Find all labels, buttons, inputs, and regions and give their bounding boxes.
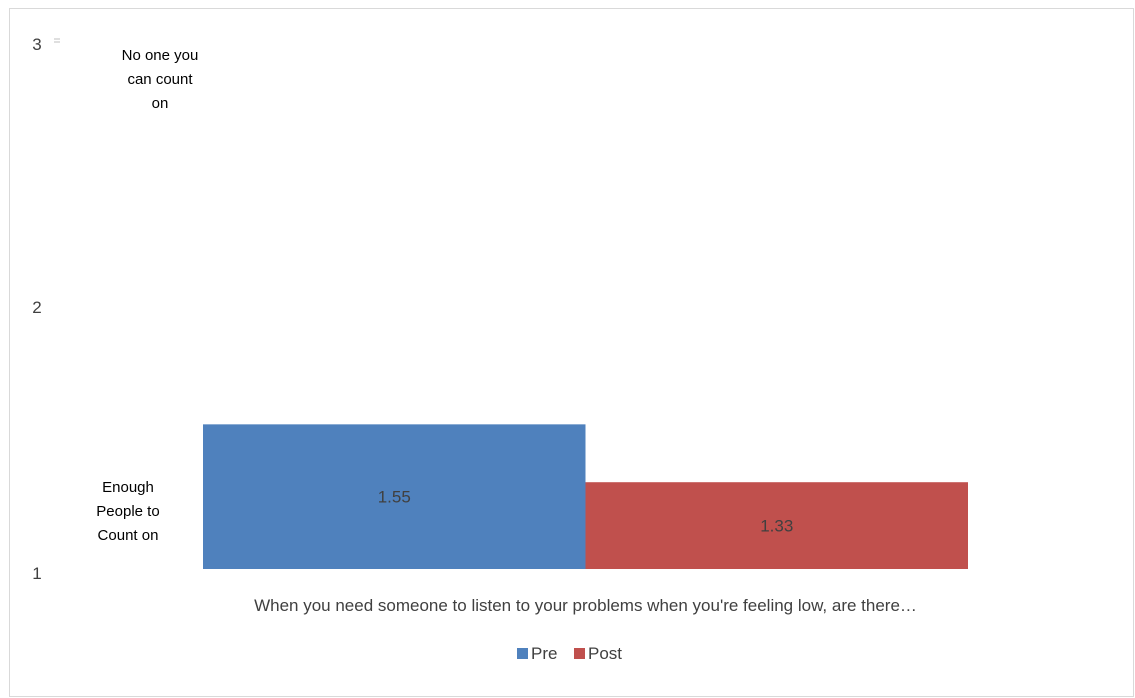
annotation-line: Enough <box>102 479 154 496</box>
chart-frame <box>9 8 1134 697</box>
annotation-line: No one you <box>122 47 199 64</box>
legend-swatch-pre <box>517 648 528 659</box>
bar-pre <box>203 424 586 569</box>
y-tick-label: 3 <box>32 35 41 54</box>
legend-label-post: Post <box>588 644 622 663</box>
annotation-top: No one you can count on <box>122 47 199 112</box>
bar-post <box>585 482 968 569</box>
annotation-line: People to <box>96 503 159 520</box>
annotation-line: on <box>152 95 169 112</box>
data-label-pre: 1.55 <box>378 488 411 507</box>
annotation-bottom: Enough People to Count on <box>96 479 159 544</box>
legend-label-pre: Pre <box>531 644 557 663</box>
data-label-post: 1.33 <box>760 517 793 536</box>
category-label: When you need someone to listen to your … <box>254 596 917 615</box>
y-tick-label: 2 <box>32 298 41 317</box>
y-tick-label: 1 <box>32 564 41 583</box>
annotation-line: Count on <box>98 527 159 544</box>
legend-swatch-post <box>574 648 585 659</box>
annotation-line: can count <box>127 71 193 88</box>
